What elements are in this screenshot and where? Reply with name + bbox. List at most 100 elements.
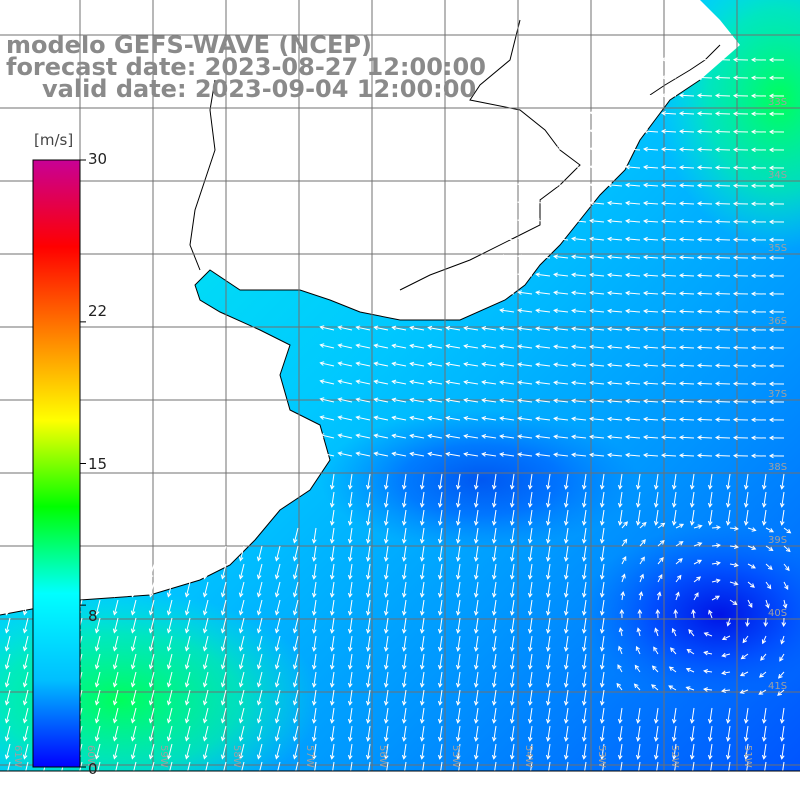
wind-arrow <box>112 581 119 598</box>
wind-arrow <box>763 617 769 628</box>
longitude-label: 58W <box>231 745 242 768</box>
wind-arrow <box>696 57 713 62</box>
wind-arrow <box>581 617 587 634</box>
wind-arrow <box>373 397 389 403</box>
wind-arrow <box>499 416 515 421</box>
wind-arrow <box>337 415 353 421</box>
wind-arrow <box>509 545 515 562</box>
wind-arrow <box>635 491 641 508</box>
wind-arrow <box>714 327 731 332</box>
longitude-label: 55W <box>450 745 461 768</box>
wind-arrow <box>94 671 101 688</box>
wind-arrow <box>238 725 245 742</box>
wind-arrow <box>696 237 713 242</box>
wind-arrow <box>94 581 101 598</box>
wind-arrow <box>678 165 695 170</box>
wind-arrow <box>383 473 389 490</box>
wind-arrow <box>642 218 659 224</box>
wind-arrow <box>725 743 731 760</box>
wind-arrow <box>625 380 641 386</box>
wind-arrow <box>553 398 569 404</box>
wind-arrow <box>527 671 533 688</box>
wind-arrow <box>545 545 551 562</box>
wind-arrow <box>768 381 785 387</box>
wind-arrow <box>202 725 209 742</box>
wind-arrow <box>678 291 695 296</box>
wind-arrow <box>745 617 750 627</box>
wind-arrow <box>653 743 659 760</box>
wind-arrow <box>714 165 731 170</box>
wind-arrow <box>653 509 659 526</box>
wind-arrow <box>765 599 770 609</box>
wind-arrow <box>696 147 713 152</box>
wind-arrow <box>607 272 623 278</box>
wind-arrow <box>750 435 767 441</box>
wind-arrow <box>696 129 713 134</box>
wind-arrow <box>499 218 515 223</box>
wind-arrow <box>780 635 785 645</box>
wind-arrow <box>732 417 749 423</box>
wind-arrow <box>607 326 623 332</box>
wind-arrow <box>707 491 713 508</box>
wind-arrow <box>768 183 785 189</box>
wind-arrow <box>238 707 245 724</box>
latitude-label: 38S <box>768 462 787 473</box>
wind-arrow <box>696 327 713 332</box>
wind-arrow <box>693 542 703 547</box>
wind-arrow <box>329 617 335 634</box>
wind-arrow <box>725 707 731 724</box>
wind-arrow <box>750 201 767 207</box>
wind-arrow <box>427 397 443 403</box>
wind-arrow <box>671 627 677 637</box>
wind-arrow <box>742 635 749 644</box>
wind-arrow <box>571 254 587 260</box>
wind-arrow <box>581 563 587 580</box>
wind-arrow <box>455 473 461 490</box>
wind-arrow <box>589 182 605 188</box>
wind-arrow <box>642 416 659 422</box>
land-area <box>0 0 740 615</box>
wind-arrow <box>642 92 659 98</box>
wind-arrow <box>639 539 646 547</box>
wind-arrow <box>621 573 626 583</box>
wind-arrow <box>509 653 515 670</box>
wind-arrow <box>625 290 641 296</box>
wind-arrow <box>427 451 443 457</box>
wind-arrow <box>589 164 605 170</box>
wind-arrow <box>625 434 641 440</box>
wind-arrow <box>220 743 227 760</box>
wind-arrow <box>437 635 443 652</box>
wind-arrow <box>347 527 353 544</box>
wind-arrow <box>553 200 569 206</box>
wind-arrow <box>427 433 443 439</box>
wind-arrow <box>202 617 209 634</box>
wind-arrow <box>437 743 443 760</box>
wind-arrow <box>517 344 533 349</box>
wind-arrow <box>563 545 569 562</box>
wind-arrow <box>365 725 371 742</box>
wind-arrow <box>256 563 263 580</box>
wind-arrow <box>711 543 721 548</box>
wind-arrow <box>535 344 551 350</box>
wind-arrow <box>148 707 155 724</box>
wind-arrow <box>660 416 677 422</box>
wind-arrow <box>714 417 731 422</box>
wind-arrow <box>463 343 479 349</box>
wind-arrow <box>703 650 713 656</box>
wind-arrow <box>732 147 749 153</box>
wind-arrow <box>409 433 425 439</box>
wind-arrow <box>329 653 335 670</box>
wind-arrow <box>517 290 533 295</box>
wind-arrow <box>355 379 371 385</box>
wind-arrow <box>768 129 785 135</box>
wind-arrow <box>545 671 551 688</box>
wind-arrow <box>768 309 785 315</box>
wind-arrow <box>599 527 605 544</box>
wind-arrow <box>750 255 767 261</box>
wind-arrow <box>660 110 677 116</box>
wind-arrow <box>571 434 587 440</box>
wind-arrow <box>732 111 749 117</box>
wind-arrow <box>373 361 389 367</box>
wind-arrow <box>319 361 335 367</box>
